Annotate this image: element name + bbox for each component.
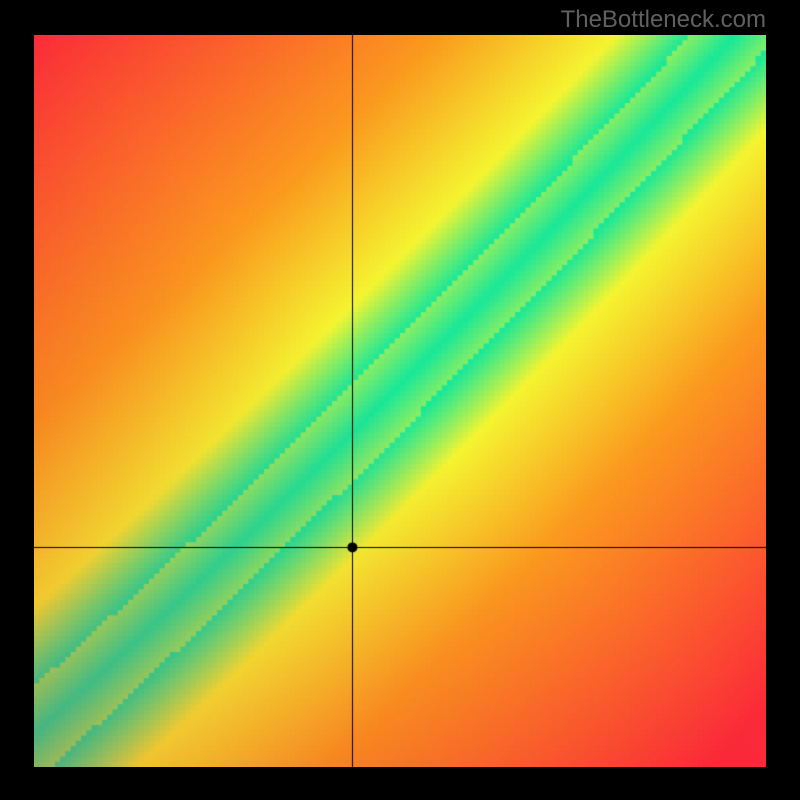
chart-frame: TheBottleneck.com bbox=[0, 0, 800, 800]
crosshair-overlay bbox=[34, 35, 766, 767]
watermark-text: TheBottleneck.com bbox=[561, 6, 766, 34]
